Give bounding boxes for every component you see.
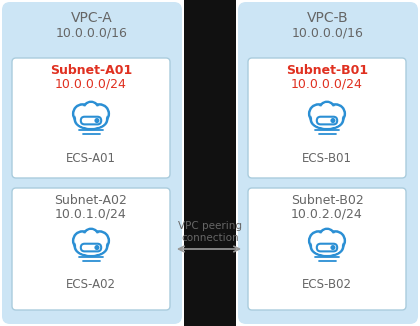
Circle shape [75, 106, 90, 121]
Circle shape [84, 230, 97, 243]
Circle shape [319, 229, 335, 244]
Ellipse shape [76, 239, 106, 255]
Circle shape [73, 231, 92, 250]
Circle shape [90, 231, 109, 250]
Text: 10.0.0.0/16: 10.0.0.0/16 [56, 26, 128, 39]
Text: VPC-A: VPC-A [71, 11, 113, 25]
Circle shape [320, 103, 333, 116]
Circle shape [328, 106, 343, 121]
Circle shape [328, 233, 343, 248]
Circle shape [320, 230, 333, 243]
Circle shape [84, 103, 97, 116]
Circle shape [311, 106, 326, 121]
Text: 10.0.0.0/24: 10.0.0.0/24 [55, 78, 127, 91]
Circle shape [309, 231, 328, 250]
Circle shape [319, 102, 335, 117]
Circle shape [311, 233, 326, 248]
Text: ECS-A02: ECS-A02 [66, 278, 116, 291]
Circle shape [90, 104, 109, 123]
Circle shape [73, 104, 92, 123]
Circle shape [331, 245, 336, 250]
FancyBboxPatch shape [248, 58, 406, 178]
Ellipse shape [76, 111, 106, 128]
Text: VPC-B: VPC-B [307, 11, 349, 25]
Text: 10.0.0.0/16: 10.0.0.0/16 [292, 26, 364, 39]
Circle shape [94, 118, 100, 123]
FancyBboxPatch shape [2, 2, 182, 324]
Text: Subnet-A02: Subnet-A02 [55, 194, 127, 206]
Text: ECS-B02: ECS-B02 [302, 278, 352, 291]
Circle shape [75, 233, 90, 248]
Circle shape [92, 233, 107, 248]
Ellipse shape [311, 110, 343, 129]
FancyBboxPatch shape [12, 188, 170, 310]
Circle shape [331, 118, 336, 123]
Circle shape [94, 245, 100, 250]
Text: 10.0.0.0/24: 10.0.0.0/24 [291, 78, 363, 91]
Circle shape [83, 102, 99, 117]
Text: Subnet-B02: Subnet-B02 [291, 194, 363, 206]
Text: 10.0.2.0/24: 10.0.2.0/24 [291, 208, 363, 220]
Circle shape [83, 229, 99, 244]
Circle shape [92, 106, 107, 121]
Text: ECS-A01: ECS-A01 [66, 152, 116, 165]
Ellipse shape [75, 237, 107, 256]
Ellipse shape [312, 111, 342, 128]
Bar [184, 0, 236, 326]
FancyBboxPatch shape [248, 188, 406, 310]
FancyBboxPatch shape [12, 58, 170, 178]
Ellipse shape [312, 239, 342, 255]
Circle shape [326, 231, 345, 250]
Circle shape [309, 104, 328, 123]
Ellipse shape [75, 110, 107, 129]
FancyBboxPatch shape [238, 2, 418, 324]
Text: 10.0.1.0/24: 10.0.1.0/24 [55, 208, 127, 220]
Ellipse shape [311, 237, 343, 256]
Text: Subnet-B01: Subnet-B01 [286, 64, 368, 77]
Text: VPC peering
connection: VPC peering connection [178, 221, 242, 243]
Text: ECS-B01: ECS-B01 [302, 152, 352, 165]
Text: Subnet-A01: Subnet-A01 [50, 64, 132, 77]
Circle shape [326, 104, 345, 123]
